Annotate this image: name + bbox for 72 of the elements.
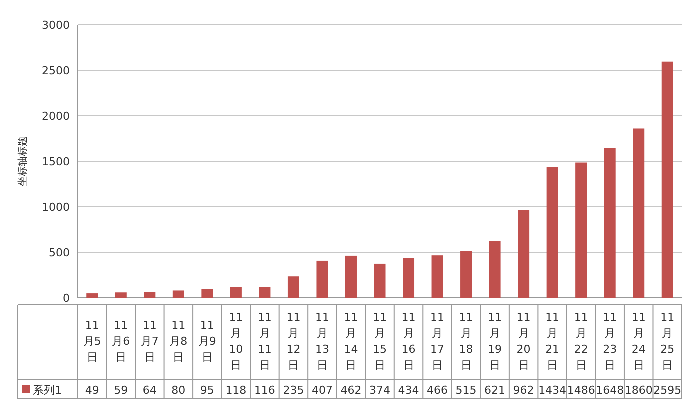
x-tick-label: 11月15日 xyxy=(373,311,387,372)
data-label: 118 xyxy=(226,384,247,397)
x-tick-label: 11月17日 xyxy=(430,311,445,372)
data-label: 515 xyxy=(456,384,477,397)
data-label: 462 xyxy=(340,384,362,397)
bar xyxy=(546,168,558,298)
x-tick-label: 11月8日 xyxy=(170,319,188,364)
bar xyxy=(576,162,588,298)
bar xyxy=(518,210,530,298)
data-label: 374 xyxy=(370,384,390,397)
x-tick-label: 11月25日 xyxy=(660,311,675,372)
bar xyxy=(316,260,328,298)
data-label: 1434 xyxy=(538,384,567,397)
x-tick-label: 11月22日 xyxy=(574,311,588,372)
data-label: 466 xyxy=(427,384,448,397)
y-tick-label: 2500 xyxy=(42,64,70,78)
bar xyxy=(115,292,127,298)
bar xyxy=(460,251,472,298)
data-label: 80 xyxy=(172,384,186,397)
x-tick-label: 11月11日 xyxy=(258,311,272,372)
x-tick-label: 11月16日 xyxy=(402,311,416,372)
y-tick-label: 2000 xyxy=(42,110,70,123)
bar xyxy=(633,128,645,298)
x-tick-label: 11月18日 xyxy=(459,311,474,372)
x-tick-label: 11月5日 xyxy=(83,319,102,364)
x-tick-label: 11月9日 xyxy=(198,319,216,364)
bar xyxy=(172,290,184,298)
bar xyxy=(345,256,357,298)
data-label: 1486 xyxy=(567,384,596,397)
x-tick-label: 11月7日 xyxy=(140,319,159,364)
bar xyxy=(288,276,300,298)
y-tick-label: 1000 xyxy=(42,201,70,214)
x-tick-label: 11月23日 xyxy=(603,311,618,372)
data-label: 59 xyxy=(114,384,128,397)
data-label: 95 xyxy=(200,384,214,397)
bar xyxy=(86,294,98,298)
data-label: 962 xyxy=(513,384,534,397)
bar xyxy=(489,241,501,298)
y-tick-label: 3000 xyxy=(42,19,70,32)
x-tick-label: 11月13日 xyxy=(315,311,330,372)
bar xyxy=(662,62,674,298)
data-label: 64 xyxy=(142,384,157,397)
data-label: 1648 xyxy=(596,384,624,397)
legend-label: 系列1 xyxy=(33,384,62,397)
y-tick-label: 500 xyxy=(49,246,70,260)
x-tick-label: 11月12日 xyxy=(286,311,301,372)
data-label: 2595 xyxy=(654,384,682,397)
bar xyxy=(432,256,444,298)
x-tick-label: 11月14日 xyxy=(344,311,358,372)
data-label: 1860 xyxy=(624,384,653,397)
bar xyxy=(202,289,214,298)
bar xyxy=(604,148,616,298)
bar xyxy=(144,292,156,298)
bar xyxy=(403,258,415,298)
y-axis-title: 坐标轴标题 xyxy=(17,136,29,186)
bar xyxy=(374,264,386,298)
x-tick-label: 11月20日 xyxy=(516,311,531,372)
x-tick-label: 11月6日 xyxy=(112,319,130,364)
x-tick-label: 11月24日 xyxy=(632,311,646,372)
data-label: 434 xyxy=(398,384,420,397)
x-tick-label: 11月10日 xyxy=(229,311,244,372)
data-label: 621 xyxy=(484,384,506,397)
y-tick-label: 1500 xyxy=(42,156,70,168)
data-label: 116 xyxy=(254,384,276,397)
data-label: 49 xyxy=(85,384,100,397)
x-tick-label: 11月21日 xyxy=(546,311,560,372)
x-tick-label: 11月19日 xyxy=(488,311,502,372)
bar xyxy=(259,287,271,298)
data-label: 407 xyxy=(312,384,333,397)
bar xyxy=(230,287,242,298)
y-tick-label: 0 xyxy=(63,292,70,305)
data-label: 235 xyxy=(283,384,304,397)
